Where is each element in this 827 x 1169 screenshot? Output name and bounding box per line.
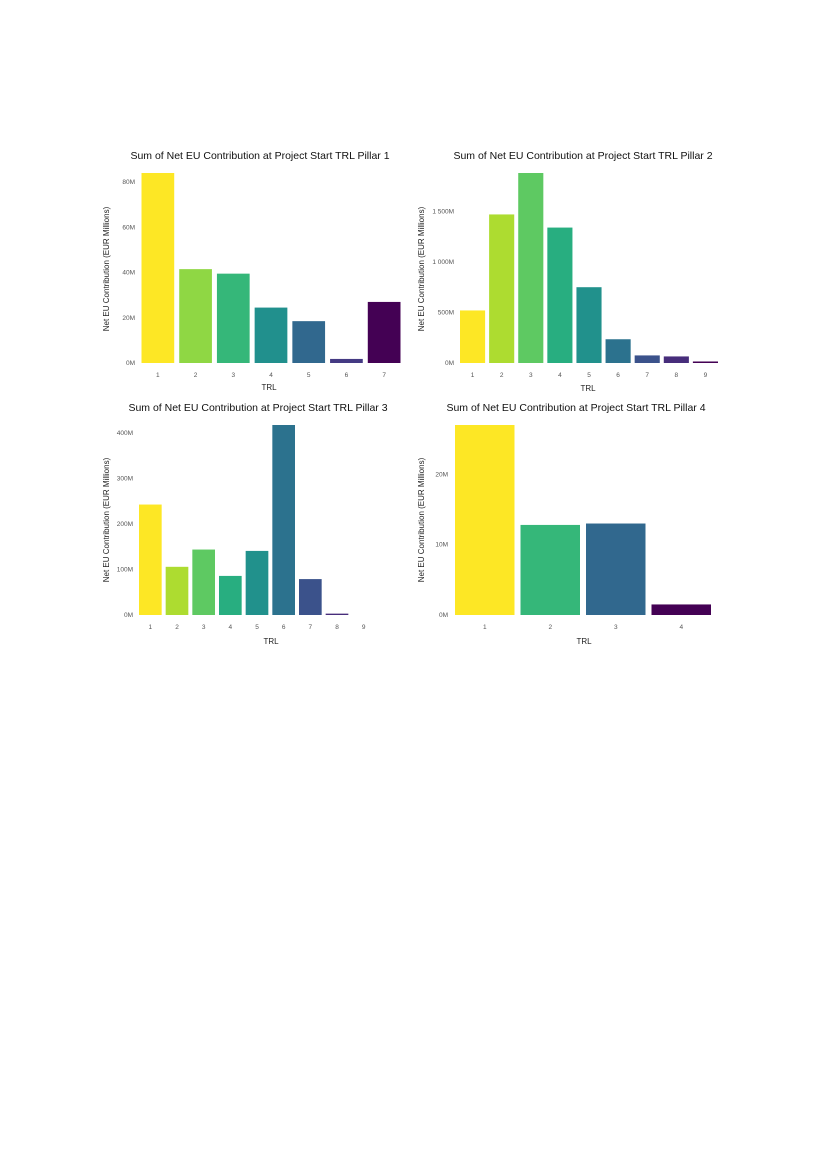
y-tick-label: 0M <box>445 360 454 367</box>
x-tick-label: 7 <box>645 372 649 379</box>
y-tick-label: 60M <box>122 224 135 231</box>
bar-trl-6 <box>272 425 295 615</box>
plot-area: 0M 20M 40M 60M 80M 1 2 3 4 5 6 7 <box>122 173 401 379</box>
x-tick-label: 2 <box>548 624 552 631</box>
bar-trl-4 <box>219 575 242 615</box>
bar-trl-1 <box>455 425 515 615</box>
y-tick-label: 80M <box>122 179 135 186</box>
x-tick-label: 3 <box>231 372 235 379</box>
y-tick-label: 1 000M <box>432 259 454 266</box>
bar-trl-2 <box>489 214 515 363</box>
x-axis-label: TRL <box>261 383 277 392</box>
x-tick-label: 1 <box>483 624 487 631</box>
x-tick-label: 6 <box>282 624 286 631</box>
x-tick-label: 6 <box>345 372 349 379</box>
x-tick-label: 5 <box>255 624 259 631</box>
x-tick-label: 6 <box>616 372 620 379</box>
y-tick-label: 40M <box>122 270 135 277</box>
x-tick-label: 9 <box>362 624 366 631</box>
bar-trl-5 <box>576 287 602 363</box>
bar-trl-5 <box>245 550 269 615</box>
x-tick-label: 4 <box>558 372 562 379</box>
x-tick-label: 5 <box>307 372 311 379</box>
plot-area: 0M 500M 1 000M 1 500M 1 2 3 4 5 6 7 8 9 <box>432 173 718 379</box>
x-tick-label: 4 <box>269 372 273 379</box>
x-axis-label: TRL <box>580 384 596 393</box>
x-tick-label: 9 <box>704 372 708 379</box>
x-tick-label: 7 <box>382 372 386 379</box>
bar-trl-2 <box>179 269 212 363</box>
chart-pillar-1: Sum of Net EU Contribution at Project St… <box>102 150 401 392</box>
x-tick-label: 3 <box>529 372 533 379</box>
bar-trl-1 <box>460 310 486 363</box>
x-tick-label: 4 <box>679 624 683 631</box>
bar-trl-9 <box>692 361 718 363</box>
y-tick-label: 0M <box>124 612 133 619</box>
bar-trl-2 <box>165 566 189 615</box>
chart-title: Sum of Net EU Contribution at Project St… <box>446 402 705 414</box>
bar-trl-3 <box>192 549 215 615</box>
plot-area: 0M 10M 20M 1 2 3 4 <box>435 425 711 631</box>
x-axis-label: TRL <box>263 637 279 646</box>
y-axis-label: Net EU Contribution (EUR Millions) <box>417 457 426 582</box>
x-tick-label: 3 <box>202 624 206 631</box>
bar-trl-1 <box>141 173 175 363</box>
y-tick-label: 20M <box>122 315 135 322</box>
bar-trl-8 <box>325 613 349 615</box>
x-tick-label: 4 <box>229 624 233 631</box>
x-tick-label: 5 <box>587 372 591 379</box>
plot-area: 0M 100M 200M 300M 400M 1 2 3 4 5 6 7 8 9 <box>117 425 366 631</box>
bar-trl-6 <box>605 339 631 363</box>
bar-trl-3 <box>216 273 250 363</box>
bar-trl-1 <box>139 504 162 615</box>
x-tick-label: 1 <box>471 372 475 379</box>
x-tick-label: 1 <box>156 372 160 379</box>
bar-trl-6 <box>330 358 363 363</box>
y-axis-label: Net EU Contribution (EUR Millions) <box>102 206 111 331</box>
y-tick-label: 400M <box>117 430 133 437</box>
x-tick-label: 2 <box>175 624 179 631</box>
bar-trl-7 <box>367 301 401 363</box>
y-tick-label: 300M <box>117 476 133 483</box>
x-tick-label: 2 <box>500 372 504 379</box>
chart-title: Sum of Net EU Contribution at Project St… <box>130 150 389 162</box>
bar-trl-8 <box>663 356 689 363</box>
x-tick-label: 2 <box>194 372 198 379</box>
bar-trl-3 <box>518 173 544 363</box>
y-axis-label: Net EU Contribution (EUR Millions) <box>417 206 426 331</box>
x-tick-label: 1 <box>149 624 153 631</box>
bar-trl-7 <box>634 355 660 363</box>
bar-trl-4 <box>547 227 573 363</box>
chart-title: Sum of Net EU Contribution at Project St… <box>453 150 712 162</box>
x-tick-label: 8 <box>675 372 679 379</box>
y-tick-label: 10M <box>435 542 448 549</box>
y-tick-label: 200M <box>117 521 133 528</box>
bar-trl-2 <box>520 524 580 615</box>
y-tick-label: 0M <box>439 612 448 619</box>
y-tick-label: 20M <box>435 471 448 478</box>
bar-trl-7 <box>299 579 322 615</box>
bar-trl-5 <box>292 321 326 363</box>
x-tick-label: 3 <box>614 624 618 631</box>
y-tick-label: 1 500M <box>432 208 454 215</box>
chart-pillar-3: Sum of Net EU Contribution at Project St… <box>102 402 388 646</box>
bar-trl-4 <box>651 604 711 615</box>
y-tick-label: 100M <box>117 567 133 574</box>
y-tick-label: 0M <box>126 360 135 367</box>
bar-trl-4 <box>254 307 288 363</box>
x-axis-label: TRL <box>576 637 592 646</box>
chart-pillar-2: Sum of Net EU Contribution at Project St… <box>417 150 718 393</box>
x-tick-label: 7 <box>309 624 313 631</box>
chart-pillar-4: Sum of Net EU Contribution at Project St… <box>417 402 711 646</box>
bar-trl-3 <box>586 523 646 615</box>
y-tick-label: 500M <box>438 309 454 316</box>
chart-title: Sum of Net EU Contribution at Project St… <box>128 402 387 414</box>
y-axis-label: Net EU Contribution (EUR Millions) <box>102 457 111 582</box>
x-tick-label: 8 <box>335 624 339 631</box>
